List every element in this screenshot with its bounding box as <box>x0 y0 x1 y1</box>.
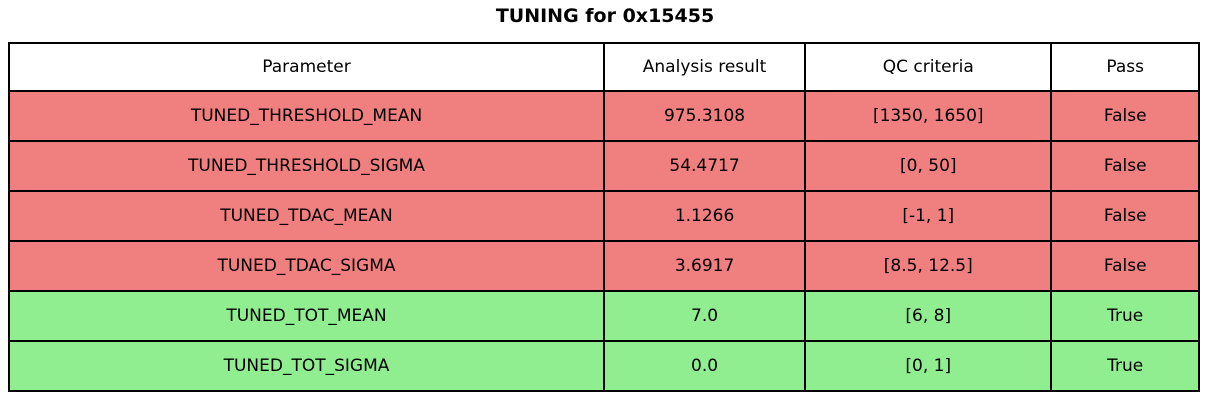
page-title: TUNING for 0x15455 <box>495 5 715 27</box>
cell-pass: True <box>1050 340 1200 392</box>
column-header-pass: Pass <box>1050 42 1200 92</box>
cell-parameter: TUNED_TDAC_MEAN <box>8 190 605 242</box>
table-row: TUNED_TDAC_MEAN 1.1266 [-1, 1] False <box>8 190 1200 242</box>
cell-pass: False <box>1050 90 1200 142</box>
cell-pass: False <box>1050 240 1200 292</box>
column-header-parameter: Parameter <box>8 42 605 92</box>
cell-analysis-result: 975.3108 <box>602 90 807 142</box>
cell-analysis-result: 7.0 <box>602 290 807 342</box>
cell-pass: True <box>1050 290 1200 342</box>
cell-analysis-result: 54.4717 <box>602 140 807 192</box>
cell-qc-criteria: [6, 8] <box>804 290 1053 342</box>
cell-parameter: TUNED_TOT_SIGMA <box>8 340 605 392</box>
table-row: TUNED_TDAC_SIGMA 3.6917 [8.5, 12.5] False <box>8 240 1200 292</box>
table-row: TUNED_THRESHOLD_SIGMA 54.4717 [0, 50] False <box>8 140 1200 192</box>
table-row: TUNED_TOT_MEAN 7.0 [6, 8] True <box>8 290 1200 342</box>
table-header-row: Parameter Analysis result QC criteria Pa… <box>8 42 1200 92</box>
table-body: TUNED_THRESHOLD_MEAN 975.3108 [1350, 1650]… <box>8 90 1200 392</box>
cell-pass: False <box>1050 140 1200 192</box>
cell-qc-criteria: [-1, 1] <box>804 190 1053 242</box>
cell-analysis-result: 1.1266 <box>602 190 807 242</box>
cell-parameter: TUNED_TOT_MEAN <box>8 290 605 342</box>
cell-qc-criteria: [1350, 1650] <box>804 90 1053 142</box>
cell-analysis-result: 0.0 <box>602 340 807 392</box>
table-row: TUNED_THRESHOLD_MEAN 975.3108 [1350, 1650]… <box>8 90 1200 142</box>
table-row: TUNED_TOT_SIGMA 0.0 [0, 1] True <box>8 340 1200 392</box>
column-header-qc-criteria: QC criteria <box>804 42 1053 92</box>
cell-pass: False <box>1050 190 1200 242</box>
cell-qc-criteria: [0, 50] <box>804 140 1053 192</box>
cell-parameter: TUNED_TDAC_SIGMA <box>8 240 605 292</box>
column-header-analysis-result: Analysis result <box>602 42 807 92</box>
cell-qc-criteria: [0, 1] <box>804 340 1053 392</box>
qc-results-table: Parameter Analysis result QC criteria Pa… <box>8 42 1200 392</box>
cell-qc-criteria: [8.5, 12.5] <box>804 240 1053 292</box>
cell-parameter: TUNED_THRESHOLD_SIGMA <box>8 140 605 192</box>
cell-parameter: TUNED_THRESHOLD_MEAN <box>8 90 605 142</box>
cell-analysis-result: 3.6917 <box>602 240 807 292</box>
